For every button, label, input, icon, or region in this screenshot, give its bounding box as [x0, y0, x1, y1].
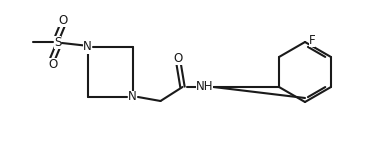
Text: N: N	[83, 40, 92, 54]
Text: F: F	[309, 34, 315, 47]
Text: O: O	[58, 14, 67, 26]
Text: N: N	[128, 90, 137, 104]
Text: O: O	[174, 53, 183, 66]
Text: O: O	[48, 57, 57, 71]
Text: S: S	[54, 36, 61, 49]
Text: NH: NH	[196, 80, 213, 93]
